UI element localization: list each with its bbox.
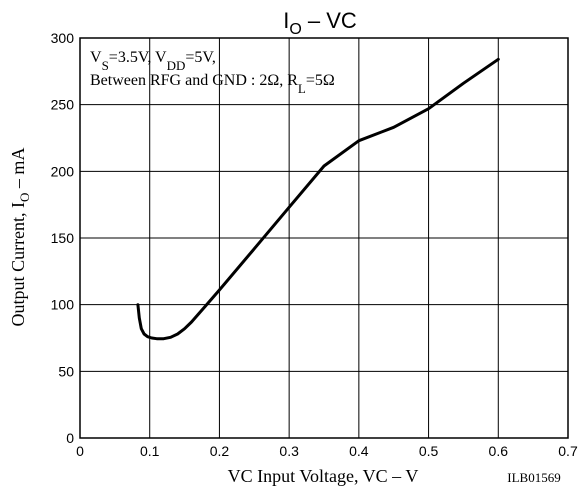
annotation-text: =3.5V, V xyxy=(109,49,167,66)
y-tick-label: 100 xyxy=(51,297,75,313)
x-tick-label: 0.5 xyxy=(419,443,439,459)
annotation-text: =5Ω xyxy=(306,72,335,89)
y-tick-label: 300 xyxy=(51,30,75,46)
y-tick-label: 200 xyxy=(51,163,75,179)
title-rest: – VC xyxy=(302,8,357,33)
plot-frame xyxy=(79,37,569,439)
y-axis-label: Output Current, IO – mA xyxy=(8,148,32,327)
y-tick-label: 0 xyxy=(66,430,74,446)
title-main: I xyxy=(283,8,289,33)
ylabel-pre: Output Current, I xyxy=(8,202,28,326)
x-axis-label: VC Input Voltage, VC – V xyxy=(228,466,419,486)
y-tick-label: 150 xyxy=(51,230,75,246)
y-tick-label: 250 xyxy=(51,97,75,113)
ylabel-post: – mA xyxy=(8,148,28,193)
x-tick-label: 0.7 xyxy=(558,443,578,459)
annotation-text: =5V, xyxy=(185,49,216,66)
annotation-text: V xyxy=(90,49,102,66)
x-tick-label: 0.3 xyxy=(279,443,299,459)
figure-code: ILB01569 xyxy=(507,470,560,485)
y-tick-label: 50 xyxy=(58,363,74,379)
chart-title: IO – VC xyxy=(283,8,357,38)
conditions-annotation: VS=3.5V, VDD=5V, Between RFG and GND : 2… xyxy=(90,49,335,96)
annotation-subscript: DD xyxy=(167,58,186,73)
annotation-text: Between RFG and GND : 2Ω, R xyxy=(90,72,298,89)
x-axis-ticks: 0 0.1 0.2 0.3 0.4 0.5 0.6 0.7 xyxy=(76,443,578,459)
x-tick-label: 0 xyxy=(76,443,84,459)
x-tick-label: 0.1 xyxy=(140,443,160,459)
x-tick-label: 0.4 xyxy=(349,443,369,459)
x-tick-label: 0.6 xyxy=(489,443,509,459)
series-line xyxy=(136,57,500,341)
conditions-line-2: Between RFG and GND : 2Ω, RL=5Ω xyxy=(90,72,335,96)
ylabel-subscript: O xyxy=(17,193,32,202)
grid xyxy=(80,38,568,438)
annotation-subscript: S xyxy=(102,58,109,73)
series-group xyxy=(136,57,500,341)
title-subscript: O xyxy=(289,21,301,38)
y-axis-ticks: 0 50 100 150 200 250 300 xyxy=(51,30,75,446)
x-tick-label: 0.2 xyxy=(210,443,230,459)
annotation-subscript: L xyxy=(298,81,306,96)
conditions-line-1: VS=3.5V, VDD=5V, xyxy=(90,49,216,73)
